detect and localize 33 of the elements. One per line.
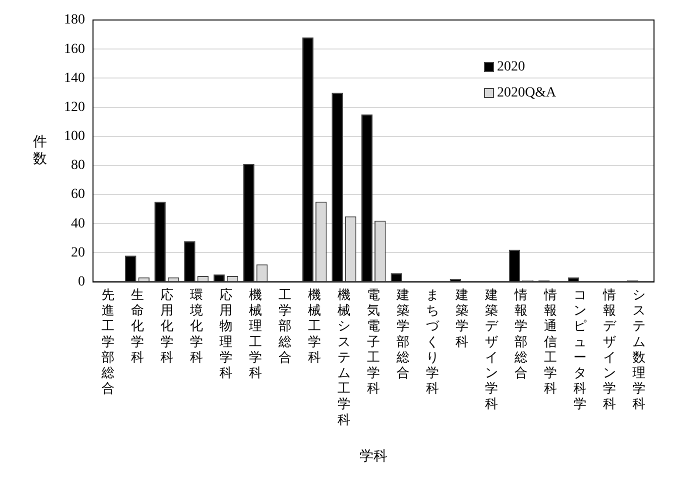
x-tick-label: 建築学科 — [454, 287, 469, 349]
x-tick-label: 電気電子工学科 — [367, 287, 380, 396]
x-tick-label: 工学部総合 — [277, 287, 292, 364]
x-tick-label: 先進工学部総合 — [100, 287, 114, 396]
y-tick-label: 0 — [78, 274, 85, 290]
y-tick-label: 180 — [64, 12, 85, 28]
x-tick-label: コンピュータ科学 — [574, 287, 587, 412]
x-tick-label: 機械工学科 — [308, 287, 321, 364]
x-tick-label: 情報学部総合 — [514, 287, 528, 380]
y-tick-label: 140 — [64, 70, 85, 86]
x-tick-label: 応用化学科 — [160, 287, 174, 364]
y-tick-label: 60 — [71, 187, 85, 202]
x-tick-label: 応用物理学科 — [219, 287, 232, 380]
y-tick-label: 80 — [71, 158, 85, 174]
x-tick-label: 情報通信工学科 — [543, 287, 558, 396]
y-tick-label: 40 — [71, 216, 85, 232]
x-tick-label: まちづくり学科 — [426, 287, 440, 396]
x-tick-label: 情報デザイン学科 — [602, 287, 618, 412]
y-tick-label: 120 — [64, 100, 85, 115]
y-axis-title: 件数 — [33, 134, 47, 168]
x-tick-label: 環境化学科 — [188, 287, 203, 364]
x-axis-title: 学科 — [360, 448, 388, 464]
x-tick-label: 建築学部総合 — [396, 287, 410, 380]
x-tick-label: 機械理工学科 — [248, 287, 262, 380]
y-tick-label: 100 — [64, 129, 85, 144]
category-label: 機械システム工学科 — [337, 287, 350, 427]
y-tick-label: 160 — [64, 42, 85, 57]
x-tick-label: 生命化学科 — [130, 287, 144, 364]
legend-label: 2020 — [497, 60, 525, 75]
y-tick-label: 20 — [71, 245, 85, 260]
x-tick-label: システム数理学科 — [632, 287, 646, 412]
legend-label: 2020Q&A — [497, 86, 557, 101]
x-tick-label: 建築デザイン学科 — [484, 287, 500, 412]
